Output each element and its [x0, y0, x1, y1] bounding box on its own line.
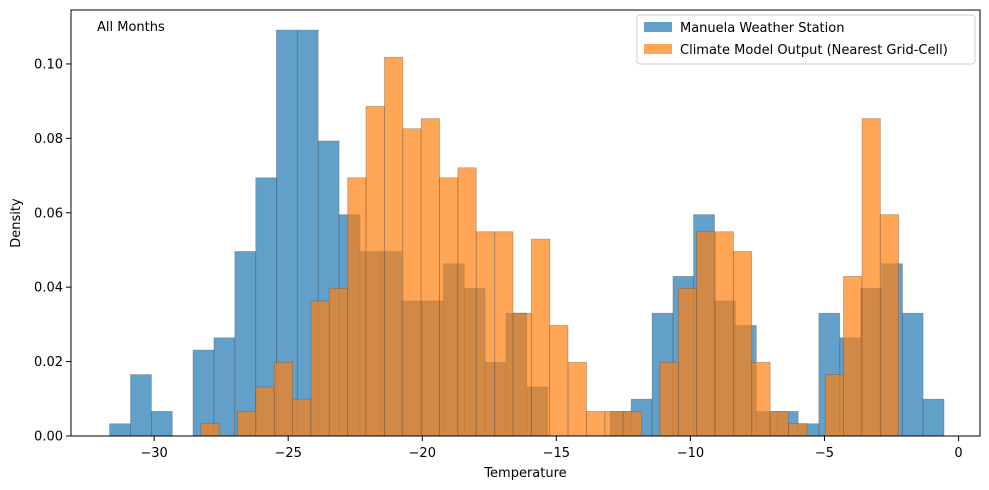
- legend-label-station: Manuela Weather Station: [680, 21, 844, 36]
- bar-s1-b8: [347, 177, 367, 437]
- x-tick-label-0: −30: [140, 446, 167, 461]
- bar-s1-b15: [475, 231, 495, 437]
- y-tick-label-4: 0.08: [34, 132, 63, 147]
- x-tick-label-2: −20: [409, 446, 436, 461]
- bar-s1-b36: [861, 118, 881, 437]
- bar-s1-b13: [439, 177, 459, 437]
- x-axis-label: Temperature: [483, 466, 566, 481]
- x-tick-label-6: 0: [954, 446, 962, 461]
- bar-s1-b0: [200, 423, 220, 437]
- bar-s1-b30: [751, 361, 771, 437]
- bar-s1-b7: [328, 287, 348, 437]
- bar-s1-b10: [384, 56, 404, 437]
- bar-s1-b37: [879, 214, 900, 437]
- bar-s1-b32: [788, 423, 808, 437]
- bar-s0-b4: [192, 349, 215, 437]
- x-axis: −30 −25 −20 −15 −10 −5 0: [140, 436, 963, 461]
- bar-s1-b6: [310, 300, 330, 437]
- bar-s1-b29: [732, 251, 753, 437]
- legend-swatch-model: [644, 44, 672, 54]
- bar-s1-b11: [402, 128, 422, 437]
- bar-s1-b2: [237, 411, 257, 437]
- bar-s1-b22: [604, 411, 624, 437]
- bar-s0-b1: [130, 374, 152, 437]
- y-tick-label-3: 0.06: [34, 206, 63, 221]
- legend-swatch-station: [644, 22, 672, 32]
- bar-s1-b21: [585, 411, 606, 437]
- bar-s1-b17: [512, 312, 532, 437]
- bar-s0-b2: [151, 411, 173, 437]
- y-axis: 0.00 0.02 0.04 0.06 0.08 0.10: [34, 57, 71, 445]
- bar-s1-b4: [273, 361, 294, 437]
- bar-s1-b16: [494, 231, 514, 437]
- y-tick-label-5: 0.10: [34, 57, 63, 72]
- bar-s1-b27: [696, 231, 716, 437]
- bar-s1-b25: [659, 361, 679, 437]
- bar-s0-b39: [922, 398, 945, 437]
- bar-s1-b31: [769, 411, 789, 437]
- bar-s1-b28: [714, 231, 734, 437]
- y-tick-label-0: 0.00: [34, 430, 63, 445]
- bar-s1-b18: [531, 238, 551, 437]
- x-tick-label-1: −25: [274, 446, 301, 461]
- plot-frame: [70, 9, 981, 437]
- x-tick-label-4: −10: [677, 446, 704, 461]
- histogram-bars: [109, 29, 945, 437]
- bar-s0-b0: [109, 423, 131, 437]
- bar-s0-b5: [213, 337, 236, 437]
- bar-s1-b35: [843, 275, 863, 437]
- bar-s1-b12: [420, 118, 440, 437]
- bar-s0-b6: [234, 251, 257, 437]
- bar-s1-b34: [824, 374, 845, 437]
- x-tick-label-5: −5: [815, 446, 834, 461]
- panel-annotation: All Months: [97, 20, 165, 35]
- y-tick-label-2: 0.04: [34, 281, 63, 296]
- bar-s1-b19: [549, 325, 569, 437]
- y-tick-label-1: 0.02: [34, 355, 63, 370]
- bar-s1-b5: [292, 398, 312, 437]
- bar-s0-b38: [901, 312, 924, 437]
- bar-s1-b26: [677, 287, 698, 437]
- bar-s1-b9: [365, 105, 385, 437]
- bar-s1-b14: [457, 167, 477, 437]
- legend-label-model: Climate Model Output (Nearest Grid-Cell): [680, 43, 948, 58]
- bar-s1-b23: [622, 411, 642, 437]
- legend-frame: [636, 14, 976, 65]
- x-tick-label-3: −15: [543, 446, 570, 461]
- bar-s1-b20: [567, 361, 587, 437]
- y-axis-label: Density: [9, 198, 24, 248]
- bar-s1-b3: [255, 386, 275, 437]
- legend: Manuela Weather Station Climate Model Ou…: [636, 14, 976, 65]
